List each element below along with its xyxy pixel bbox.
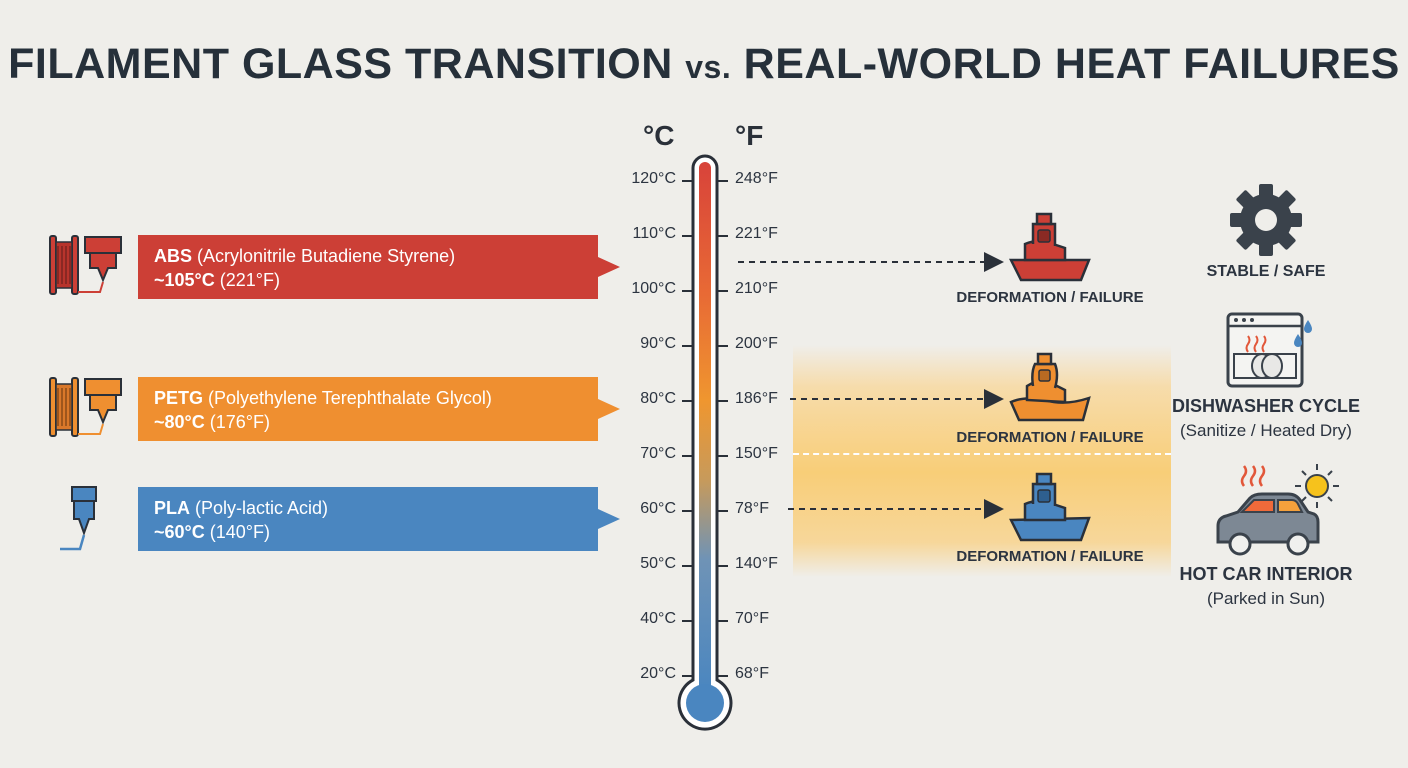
abs-boat-icon (1008, 212, 1091, 282)
tick-label-f: 140°F (735, 555, 778, 572)
tick-mark-c (682, 675, 692, 677)
filament-tg-f: (140°F) (204, 522, 270, 542)
filament-tg: ~80°C (154, 412, 205, 432)
tick-mark-f (718, 400, 728, 402)
dishwasher-label: DISHWASHER CYCLE (1171, 396, 1360, 416)
thermometer (677, 154, 733, 731)
pla-failure-label: DEFORMATION / FAILURE (956, 548, 1144, 565)
petg-banner: PETG (Polyethylene Terephthalate Glycol)… (138, 377, 620, 441)
tick-label-f: 68°F (735, 665, 769, 682)
title-part2: REAL-WORLD HEAT FAILURES (743, 40, 1400, 88)
tick-mark-c (682, 455, 692, 457)
gear-icon (1230, 184, 1302, 256)
pla-nozzle-icon (60, 486, 97, 551)
thermometer-column (699, 162, 711, 692)
banner-text: PETG (Polyethylene Terephthalate Glycol)… (154, 386, 492, 434)
tick-mark-c (682, 400, 692, 402)
zone-divider (793, 453, 1171, 455)
tick-mark-f (718, 345, 728, 347)
hot-car-label: HOT CAR INTERIOR (1179, 564, 1353, 584)
filament-tg: ~60°C (154, 522, 205, 542)
tick-label-c: 80°C (640, 390, 676, 407)
tick-label-c: 20°C (640, 665, 676, 682)
tick-mark-f (718, 510, 728, 512)
tick-mark-c (682, 290, 692, 292)
banner-shape (138, 487, 620, 551)
filament-fullname: (Poly-lactic Acid) (190, 498, 329, 518)
petg-failure-label: DEFORMATION / FAILURE (956, 429, 1144, 446)
tick-label-f: 150°F (735, 445, 778, 462)
tick-mark-c (682, 345, 692, 347)
filament-name: PETG (154, 388, 204, 408)
abs-spool-nozzle-icon (49, 235, 122, 295)
tick-label-f: 248°F (735, 170, 778, 187)
abs-banner: ABS (Acrylonitrile Butadiene Styrene) ~10… (138, 235, 620, 299)
banner-text: PLA (Poly-lactic Acid) ~60°C (140°F) (154, 496, 328, 544)
pla-banner: PLA (Poly-lactic Acid) ~60°C (140°F) (138, 487, 620, 551)
tick-label-c: 100°C (631, 280, 676, 297)
page-title: FILAMENT GLASS TRANSITION vs. REAL-WORLD… (0, 40, 1408, 89)
tick-label-c: 60°C (640, 500, 676, 517)
tick-label-c: 120°C (631, 170, 676, 187)
banner-text: ABS (Acrylonitrile Butadiene Styrene) ~10… (154, 244, 455, 292)
filament-fullname: (Acrylonitrile Butadiene Styrene) (192, 246, 456, 266)
title-vs: vs. (685, 49, 732, 85)
tick-mark-c (682, 180, 692, 182)
heat-zone (793, 345, 1171, 577)
banner-shape (138, 235, 620, 299)
hot-car-icon (1216, 464, 1339, 556)
petg-boat-icon (1009, 352, 1091, 422)
pla-boat-icon (1009, 472, 1091, 542)
tick-mark-f (718, 565, 728, 567)
filament-tg: ~105°C (154, 270, 215, 290)
stable-label: STABLE / SAFE (1206, 263, 1326, 280)
tick-mark-f (718, 235, 728, 237)
tick-label-f: 78°F (735, 500, 769, 517)
tick-label-c: 40°C (640, 610, 676, 627)
tick-label-c: 90°C (640, 335, 676, 352)
tick-label-f: 186°F (735, 390, 778, 407)
tick-label-f: 221°F (735, 225, 778, 242)
tick-mark-c (682, 510, 692, 512)
dishwasher-icon (1226, 312, 1312, 388)
filament-fullname: (Polyethylene Terephthalate Glycol) (203, 388, 492, 408)
sun-icon (1295, 464, 1339, 508)
filament-tg-f: (221°F) (214, 270, 280, 290)
tick-label-f: 210°F (735, 280, 778, 297)
filament-name: PLA (154, 498, 190, 518)
tick-mark-c (682, 620, 692, 622)
dishwasher-sub: (Sanitize / Heated Dry) (1180, 421, 1352, 440)
tick-label-c: 110°C (632, 225, 676, 242)
tick-mark-c (682, 565, 692, 567)
failure-arrows (738, 252, 1004, 519)
celsius-unit: °C (643, 120, 675, 151)
tick-mark-f (718, 675, 728, 677)
tick-label-c: 70°C (640, 445, 676, 462)
tick-mark-f (718, 620, 728, 622)
tick-mark-c (682, 235, 692, 237)
fahrenheit-unit: °F (735, 120, 764, 151)
tick-label-f: 200°F (735, 335, 778, 352)
banner-shape (138, 377, 620, 441)
tick-label-f: 70°F (735, 610, 769, 627)
tick-mark-f (718, 290, 728, 292)
title-part1: FILAMENT GLASS TRANSITION (8, 40, 673, 88)
tick-mark-f (718, 455, 728, 457)
petg-spool-nozzle-icon (49, 377, 122, 437)
tick-label-c: 50°C (640, 555, 676, 572)
filament-tg-f: (176°F) (204, 412, 270, 432)
tick-mark-f (718, 180, 728, 182)
hot-car-sub: (Parked in Sun) (1206, 589, 1326, 608)
abs-failure-label: DEFORMATION / FAILURE (956, 289, 1144, 306)
filament-name: ABS (154, 246, 193, 266)
thermometer-bulb (686, 684, 724, 722)
